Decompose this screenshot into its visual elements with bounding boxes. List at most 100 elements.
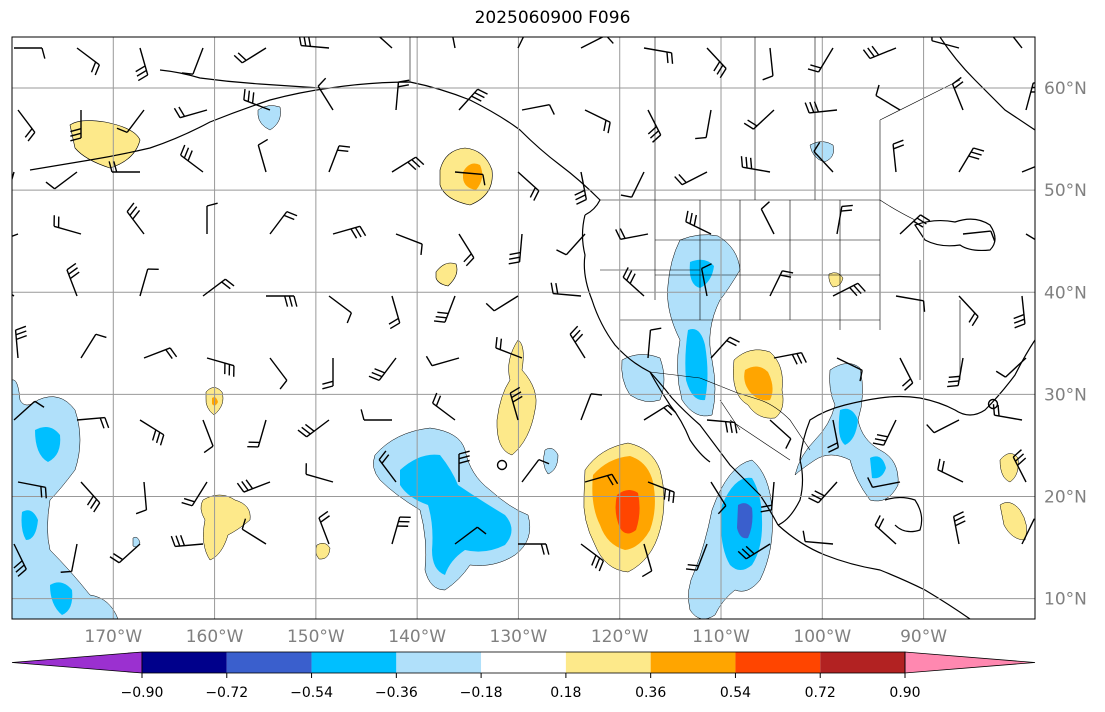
wind-barb bbox=[431, 392, 456, 421]
anomaly-region bbox=[744, 366, 773, 401]
wind-barb bbox=[892, 139, 905, 173]
island-marker bbox=[987, 398, 999, 410]
wind-barb bbox=[517, 171, 540, 201]
wind-barb bbox=[580, 543, 605, 572]
wind-barb bbox=[992, 404, 1023, 421]
anomaly-region bbox=[838, 408, 858, 445]
wind-barb bbox=[126, 202, 145, 235]
anomaly-region bbox=[463, 163, 483, 190]
wind-barb bbox=[808, 481, 838, 504]
latitude-label: 60°N bbox=[1044, 79, 1087, 99]
anomaly-region bbox=[200, 494, 251, 561]
state-lines bbox=[600, 200, 961, 380]
colorbar-segment bbox=[481, 652, 566, 673]
colorbar-segment bbox=[311, 652, 397, 673]
gulf-coast bbox=[777, 339, 1035, 526]
wind-barb bbox=[297, 419, 330, 438]
wind-barb bbox=[378, 37, 393, 49]
wind-barb bbox=[622, 267, 645, 297]
wind-barb bbox=[827, 419, 840, 453]
wind-barb bbox=[584, 473, 619, 486]
wind-barb bbox=[580, 393, 603, 421]
wind-barb bbox=[233, 47, 267, 64]
wind-barb bbox=[899, 357, 914, 391]
wind-barb bbox=[170, 535, 204, 548]
latitude-label: 50°N bbox=[1044, 181, 1087, 201]
longitude-label: 120°W bbox=[591, 627, 649, 647]
wind-barb bbox=[962, 230, 996, 242]
wind-barb bbox=[710, 336, 740, 359]
wind-barb bbox=[135, 481, 148, 515]
wind-barb bbox=[66, 262, 80, 297]
wind-barb bbox=[574, 171, 588, 205]
anomaly-region bbox=[999, 453, 1019, 483]
wind-barb bbox=[832, 282, 866, 297]
anomaly-region bbox=[689, 259, 714, 288]
wind-barb bbox=[14, 325, 27, 359]
longitude-label: 90°W bbox=[900, 627, 947, 647]
wind-barb bbox=[458, 233, 475, 267]
wind-barb bbox=[236, 479, 271, 493]
colorbar-segment bbox=[226, 652, 312, 673]
wind-barb bbox=[328, 295, 353, 324]
wind-barb bbox=[454, 526, 487, 545]
wind-barb bbox=[12, 233, 19, 238]
latitude-label: 20°N bbox=[1044, 487, 1087, 507]
wind-barb bbox=[206, 202, 218, 234]
wind-barb bbox=[895, 295, 926, 312]
wind-barb bbox=[952, 511, 966, 545]
wind-barb bbox=[958, 147, 985, 173]
wind-barb bbox=[53, 215, 82, 235]
wind-barb bbox=[12, 171, 15, 182]
wind-barb bbox=[1013, 295, 1026, 329]
wind-barb bbox=[17, 109, 36, 142]
latitude-label: 30°N bbox=[1044, 385, 1087, 405]
wind-barb bbox=[202, 278, 235, 297]
longitude-labels: 170°W 160°W 150°W 140°W 130°W 120°W 110°W 100°W… bbox=[84, 627, 947, 647]
wind-barbs bbox=[12, 37, 1035, 578]
wind-barb bbox=[458, 450, 470, 482]
anomaly-region bbox=[737, 503, 753, 539]
hudson-bay-edge bbox=[939, 37, 1035, 131]
wind-barb bbox=[395, 79, 410, 111]
wind-barb bbox=[685, 210, 712, 235]
wind-barb bbox=[804, 101, 838, 114]
wind-barb bbox=[60, 543, 78, 573]
wind-barb bbox=[995, 357, 1027, 378]
alaska-north-coast bbox=[159, 69, 321, 89]
wind-barb bbox=[139, 268, 159, 297]
wind-barb bbox=[643, 404, 677, 421]
wind-barb bbox=[360, 409, 392, 421]
wind-barb bbox=[266, 295, 298, 307]
colorbar-tick-label: 0.90 bbox=[889, 685, 920, 701]
wind-barb bbox=[615, 228, 649, 241]
wind-barb bbox=[1012, 37, 1023, 49]
wind-barb bbox=[1025, 233, 1035, 241]
wind-barb bbox=[518, 543, 550, 555]
anomaly-region bbox=[69, 120, 141, 169]
wind-barb bbox=[521, 458, 550, 483]
wind-barb bbox=[269, 210, 298, 235]
map-title: 2025060900 F096 bbox=[474, 8, 631, 28]
wind-barb bbox=[454, 171, 486, 186]
west-coast bbox=[581, 214, 779, 526]
wind-barb bbox=[836, 204, 853, 235]
island-marker bbox=[496, 459, 508, 471]
wind-barb bbox=[14, 47, 46, 59]
anomaly-region bbox=[809, 141, 834, 163]
political-borders bbox=[409, 37, 961, 461]
longitude-label: 100°W bbox=[793, 627, 851, 647]
wind-barb bbox=[867, 477, 901, 489]
anomaly-region bbox=[400, 454, 512, 575]
wind-barb bbox=[695, 109, 712, 140]
longitude-label: 110°W bbox=[692, 627, 750, 647]
wind-barb bbox=[931, 37, 960, 49]
wind-barb bbox=[807, 47, 834, 73]
wind-barb bbox=[760, 481, 775, 513]
wind-barb bbox=[647, 327, 662, 359]
colorbar-tick-label: −0.54 bbox=[290, 685, 333, 701]
wind-barb bbox=[80, 333, 107, 359]
colorbar-extend-low bbox=[11, 651, 143, 674]
wind-barb bbox=[13, 543, 27, 577]
